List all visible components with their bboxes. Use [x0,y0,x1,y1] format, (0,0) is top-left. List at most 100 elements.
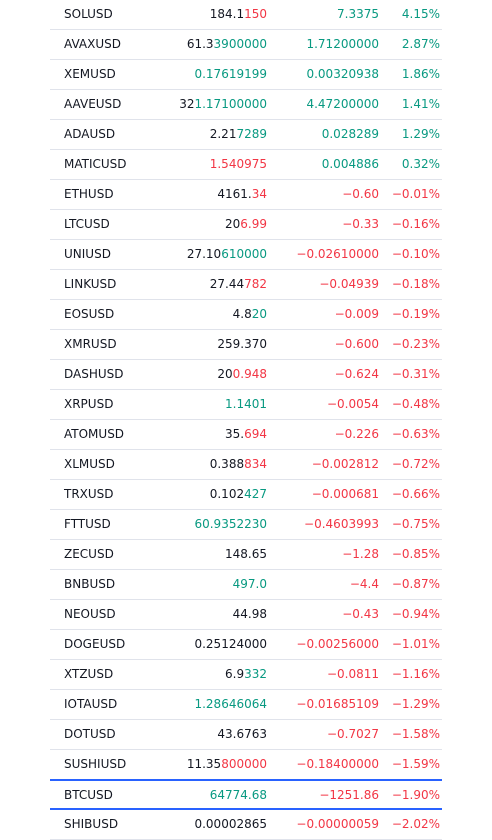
symbol-label: XRPUSD [64,397,114,411]
watchlist-row-dotusd[interactable]: DOTUSD 43.6763 −0.7027 −1.58% [50,720,442,750]
symbol-label: AAVEUSD [64,97,122,111]
change-percent: −0.72% [391,457,440,471]
symbol-label: EOSUSD [64,307,115,321]
last-price-main: 20 [225,217,241,231]
last-price-tick-highlight: 20 [251,307,267,321]
symbol-label: XEMUSD [64,67,116,81]
symbol-label: SHIBUSD [64,817,119,831]
watchlist-row-trxusd[interactable]: TRXUSD 0.102427 −0.000681 −0.66% [50,480,442,510]
watchlist-row-xrpusd[interactable]: XRPUSD 1.1401 −0.0054 −0.48% [50,390,442,420]
last-price: 1.540975 [210,150,267,178]
watchlist-row-neousd[interactable]: NEOUSD 44.98 −0.43 −0.94% [50,600,442,630]
last-price-tick-highlight: 1.17100000 [194,97,267,111]
watchlist-row-eosusd[interactable]: EOSUSD 4.820 −0.009 −0.19% [50,300,442,330]
change-percent: −1.59% [391,757,440,771]
change-percent: −0.19% [391,307,440,321]
change-value: −0.002812 [311,457,379,471]
last-price: 1.1401 [225,390,267,418]
last-price: 259.370 [217,330,267,358]
last-price: 184.1150 [210,0,267,28]
last-price-main: 2.21 [209,127,237,141]
watchlist-row-linkusd[interactable]: LINKUSD 27.44782 −0.04939 −0.18% [50,270,442,300]
last-price-tick-highlight: 7289 [236,127,267,141]
change-value: 1.71200000 [306,37,379,51]
last-price-tick-highlight: 1.28646064 [194,697,267,711]
watchlist-row-fttusd[interactable]: FTTUSD 60.9352230 −0.4603993 −0.75% [50,510,442,540]
watchlist-row-sushiusd[interactable]: SUSHIUSD 11.35800000 −0.18400000 −1.59% [50,750,442,780]
change-value: −0.226 [334,427,379,441]
last-price-tick-highlight: 60.9352230 [194,517,267,531]
last-price-main: 61.3 [186,37,214,51]
watchlist-row-atomusd[interactable]: ATOMUSD 35.694 −0.226 −0.63% [50,420,442,450]
symbol-label: FTTUSD [64,517,111,531]
last-price-tick-highlight: 332 [244,667,267,681]
change-percent: −0.31% [391,367,440,381]
last-price: 0.102427 [210,480,267,508]
change-percent: −0.75% [391,517,440,531]
watchlist-row-maticusd[interactable]: MATICUSD 1.540975 0.004886 0.32% [50,150,442,180]
change-value: 0.004886 [321,157,379,171]
last-price-tick-highlight: 0.17619199 [194,67,267,81]
last-price: 1.28646064 [194,690,267,718]
last-price: 27.10610000 [187,240,267,268]
last-price-main: 0.388 [209,457,245,471]
change-percent: −2.02% [391,817,440,831]
last-price-tick-highlight: 694 [244,427,267,441]
watchlist-row-adausd[interactable]: ADAUSD 2.217289 0.028289 1.29% [50,120,442,150]
last-price-tick-highlight: 1.1401 [225,397,267,411]
watchlist-row-dashusd[interactable]: DASHUSD 200.948 −0.624 −0.31% [50,360,442,390]
last-price: 61.33900000 [187,30,267,58]
last-price-main: 27.44 [209,277,245,291]
change-value: −0.33 [342,217,379,231]
symbol-label: SUSHIUSD [64,757,127,771]
change-value: −1.28 [342,547,379,561]
watchlist-row-dogeusd[interactable]: DOGEUSD 0.25124000 −0.00256000 −1.01% [50,630,442,660]
watchlist-row-ltcusd[interactable]: LTCUSD 206.99 −0.33 −0.16% [50,210,442,240]
watchlist-row-aaveusd[interactable]: AAVEUSD 321.17100000 4.47200000 1.41% [50,90,442,120]
change-percent: −0.87% [391,577,440,591]
last-price-tick-highlight: 1.540975 [209,157,267,171]
change-value: −0.624 [334,367,379,381]
last-price-tick-highlight: 834 [244,457,267,471]
watchlist-row-xemusd[interactable]: XEMUSD 0.17619199 0.00320938 1.86% [50,60,442,90]
watchlist-row-shibusd[interactable]: SHIBUSD 0.00002865 −0.00000059 −2.02% [50,810,442,840]
watchlist-row-xlmusd[interactable]: XLMUSD 0.388834 −0.002812 −0.72% [50,450,442,480]
symbol-label: MATICUSD [64,157,127,171]
last-price: 148.65 [225,540,267,568]
change-value: −0.02610000 [296,247,379,261]
watchlist-row-zecusd[interactable]: ZECUSD 148.65 −1.28 −0.85% [50,540,442,570]
watchlist-row-uniusd[interactable]: UNIUSD 27.10610000 −0.02610000 −0.10% [50,240,442,270]
last-price: 497.0 [233,570,267,598]
change-percent: −0.94% [391,607,440,621]
last-price-tick-highlight: 800000 [221,757,267,771]
watchlist-row-bnbusd[interactable]: BNBUSD 497.0 −4.4 −0.87% [50,570,442,600]
symbol-label: DASHUSD [64,367,124,381]
last-price: 6.9332 [225,660,267,688]
last-price: 4161.34 [217,180,267,208]
watchlist-row-iotausd[interactable]: IOTAUSD 1.28646064 −0.01685109 −1.29% [50,690,442,720]
symbol-label: NEOUSD [64,607,116,621]
change-percent: −0.10% [391,247,440,261]
last-price-tick-highlight: 64774.68 [209,788,267,802]
change-value: −0.600 [334,337,379,351]
last-price-main: 148.65 [225,547,267,561]
symbol-label: DOGEUSD [64,637,126,651]
last-price-tick-highlight: 3900000 [213,37,267,51]
change-value: −1251.86 [319,788,379,802]
change-percent: 1.86% [401,67,440,81]
watchlist-row-solusd[interactable]: SOLUSD 184.1150 7.3375 4.15% [50,0,442,30]
watchlist-row-btcusd[interactable]: BTCUSD 64774.68 −1251.86 −1.90% [50,779,442,810]
watchlist-row-ethusd[interactable]: ETHUSD 4161.34 −0.60 −0.01% [50,180,442,210]
last-price: 2.217289 [210,120,267,148]
last-price-main: 0.25124000 [194,637,267,651]
watchlist-row-avaxusd[interactable]: AVAXUSD 61.33900000 1.71200000 2.87% [50,30,442,60]
symbol-label: XMRUSD [64,337,117,351]
watchlist-row-xmrusd[interactable]: XMRUSD 259.370 −0.600 −0.23% [50,330,442,360]
change-percent: −0.66% [391,487,440,501]
change-percent: −0.48% [391,397,440,411]
change-percent: −0.23% [391,337,440,351]
symbol-label: LINKUSD [64,277,117,291]
watchlist-row-xtzusd[interactable]: XTZUSD 6.9332 −0.0811 −1.16% [50,660,442,690]
change-percent: −0.63% [391,427,440,441]
last-price: 35.694 [225,420,267,448]
